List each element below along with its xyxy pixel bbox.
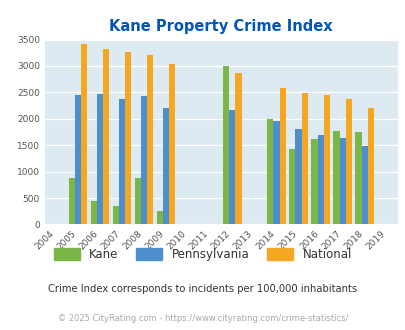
Bar [279,88,285,224]
Bar [112,206,119,224]
Bar [355,132,361,224]
Legend: Kane, Pennsylvania, National: Kane, Pennsylvania, National [49,243,356,265]
Bar [90,201,96,224]
Bar [229,110,235,224]
Bar [68,178,75,224]
Bar [266,119,273,224]
Text: © 2025 CityRating.com - https://www.cityrating.com/crime-statistics/: © 2025 CityRating.com - https://www.city… [58,314,347,323]
Bar [288,149,295,224]
Bar [295,129,301,224]
Bar [162,108,169,224]
Title: Kane Property Crime Index: Kane Property Crime Index [109,19,332,34]
Bar [96,94,103,224]
Bar [317,135,323,224]
Bar [141,96,147,224]
Bar [333,131,339,224]
Bar [323,94,329,224]
Bar [75,94,81,224]
Bar [301,93,307,224]
Bar [367,108,373,224]
Bar [81,44,87,224]
Bar [119,99,125,224]
Bar [134,179,141,224]
Bar [222,66,229,224]
Bar [273,121,279,224]
Bar [147,55,153,224]
Bar [339,138,345,224]
Bar [235,73,241,224]
Bar [361,146,367,224]
Bar [169,64,175,224]
Bar [345,99,351,224]
Bar [156,211,162,224]
Text: Crime Index corresponds to incidents per 100,000 inhabitants: Crime Index corresponds to incidents per… [48,284,357,294]
Bar [311,139,317,224]
Bar [103,49,109,224]
Bar [125,52,131,224]
